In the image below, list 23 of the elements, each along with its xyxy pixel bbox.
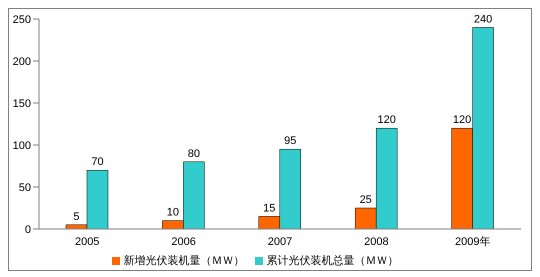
x-tick-label: 2005 — [74, 236, 100, 248]
data-label: 70 — [91, 156, 104, 168]
x-tick-label: 2008 — [364, 236, 389, 248]
data-label: 120 — [452, 114, 472, 126]
y-tick-label: 250 — [12, 14, 31, 26]
x-tick-label: 2009年 — [455, 236, 491, 248]
data-label: 15 — [263, 202, 276, 214]
y-tick-label: 0 — [24, 224, 31, 236]
y-tick-label: 150 — [12, 98, 31, 110]
data-label: 10 — [166, 206, 180, 219]
data-label: 5 — [73, 210, 80, 223]
y-tick-label: 50 — [18, 182, 31, 194]
x-tick-label: 2006 — [171, 236, 196, 248]
legend-label: 累计光伏装机总量（ＭＷ） — [266, 255, 398, 267]
x-tick-label: 2007 — [268, 236, 292, 248]
data-label: 25 — [360, 194, 372, 206]
legend-label: 新增光伏装机量（ＭＷ） — [124, 255, 244, 267]
data-label: 240 — [474, 13, 492, 26]
data-label: 80 — [188, 148, 200, 160]
data-label: 95 — [284, 135, 296, 148]
y-tick-label: 100 — [12, 140, 31, 152]
y-tick-label: 200 — [12, 56, 31, 68]
data-label: 120 — [378, 114, 396, 126]
